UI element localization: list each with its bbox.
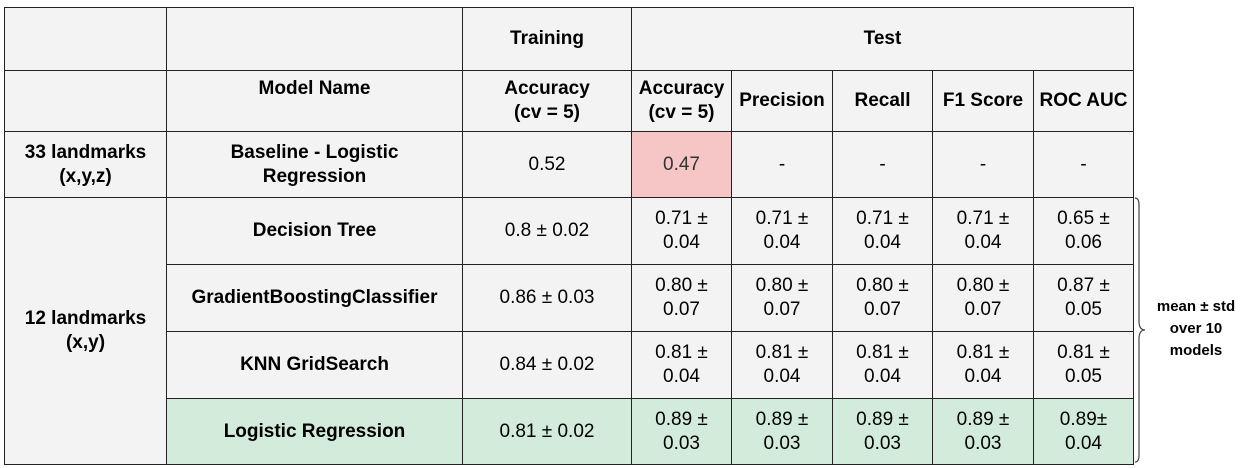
group-33-landmarks-label: 33 landmarks (x,y,z) (24, 141, 147, 187)
train-accuracy-header-label: Accuracy (cv = 5) (504, 78, 590, 123)
test-acc-cell: 0.89 ± 0.03 (631, 398, 732, 465)
recall-value: 0.71 ± 0.04 (856, 208, 909, 253)
recall-cell: 0.80 ± 0.07 (832, 264, 933, 332)
roc-auc-cell: 0.65 ± 0.06 (1033, 197, 1134, 265)
model-cell: KNN GridSearch (166, 331, 463, 399)
train-acc-cell: 0.86 ± 0.03 (462, 264, 632, 332)
training-group-header: Training (462, 7, 632, 71)
table-row-logistic-regression: Logistic Regression 0.81 ± 0.02 0.89 ± 0… (5, 398, 1134, 465)
precision-cell: 0.89 ± 0.03 (731, 398, 833, 465)
empty-group-header-cell (4, 70, 167, 132)
results-table: Training Test Model Name Accuracy (cv = … (4, 7, 1134, 465)
roc-auc-value: 0.89± 0.04 (1059, 408, 1108, 454)
test-acc-value: 0.81 ± 0.04 (655, 342, 708, 387)
f1-header: F1 Score (932, 70, 1034, 132)
test-acc-cell: 0.81 ± 0.04 (631, 331, 732, 399)
f1-value: 0.80 ± 0.07 (956, 275, 1010, 320)
f1-cell: 0.80 ± 0.07 (932, 264, 1034, 332)
train-accuracy-header: Accuracy (cv = 5) (462, 70, 632, 132)
f1-cell: 0.89 ± 0.03 (932, 398, 1034, 465)
test-acc-cell: 0.71 ± 0.04 (631, 197, 732, 265)
precision-value: 0.80 ± 0.07 (755, 275, 809, 320)
precision-cell: 0.80 ± 0.07 (731, 264, 833, 332)
empty-corner-cell (4, 7, 167, 71)
train-acc-cell: 0.8 ± 0.02 (462, 197, 632, 265)
precision-cell: - (731, 131, 833, 198)
roc-auc-cell: 0.89± 0.04 (1033, 398, 1134, 465)
precision-cell: 0.81 ± 0.04 (731, 331, 833, 399)
header-row-columns: Model Name Accuracy (cv = 5) Accuracy (c… (4, 70, 1134, 132)
table-row-knn: KNN GridSearch 0.84 ± 0.02 0.81 ± 0.04 0… (5, 331, 1134, 399)
test-acc-value: 0.71 ± 0.04 (655, 208, 708, 253)
roc-auc-value: 0.65 ± 0.06 (1057, 208, 1110, 253)
recall-cell: - (832, 131, 933, 198)
model-name-label: Baseline - Logistic Regression (230, 141, 399, 187)
recall-value: 0.89 ± 0.03 (856, 408, 909, 454)
table-row-baseline: 33 landmarks (x,y,z) Baseline - Logistic… (4, 131, 1134, 198)
train-acc-cell: 0.84 ± 0.02 (462, 331, 632, 399)
roc-auc-value: 0.87 ± 0.05 (1057, 275, 1110, 320)
precision-value: 0.89 ± 0.03 (755, 408, 809, 454)
roc-auc-cell: 0.81 ± 0.05 (1033, 331, 1134, 399)
curly-brace-icon (1134, 197, 1146, 463)
precision-value: 0.81 ± 0.04 (755, 342, 809, 387)
group-12-landmarks-label: 12 landmarks (x,y) (24, 308, 147, 353)
precision-value: 0.71 ± 0.04 (755, 208, 809, 253)
empty-header-cell (166, 7, 463, 71)
test-acc-value: 0.80 ± 0.07 (655, 275, 708, 320)
test-acc-cell: 0.80 ± 0.07 (631, 264, 732, 332)
table-row-decision-tree: 12 landmarks (x,y) Decision Tree 0.8 ± 0… (4, 197, 1134, 465)
test-group-header: Test (631, 7, 1134, 71)
f1-value: 0.81 ± 0.04 (956, 342, 1010, 387)
summary-note: mean ± std over 10 models (1156, 298, 1236, 359)
recall-cell: 0.89 ± 0.03 (832, 398, 933, 465)
f1-value: 0.71 ± 0.04 (956, 208, 1010, 253)
roc-auc-cell: 0.87 ± 0.05 (1033, 264, 1134, 332)
f1-cell: 0.81 ± 0.04 (932, 331, 1034, 399)
roc-auc-value: 0.81 ± 0.05 (1057, 342, 1110, 387)
model-cell: GradientBoostingClassifier (166, 264, 463, 332)
train-acc-cell: 0.81 ± 0.02 (462, 398, 632, 465)
roc-auc-header: ROC AUC (1033, 70, 1134, 132)
test-acc-cell: 0.47 (631, 131, 732, 198)
model-name-header: Model Name (166, 70, 463, 132)
f1-cell: - (932, 131, 1034, 198)
roc-auc-cell: - (1033, 131, 1134, 198)
recall-value: 0.80 ± 0.07 (856, 275, 909, 320)
f1-value: 0.89 ± 0.03 (956, 408, 1010, 454)
group-12-landmarks: 12 landmarks (x,y) (4, 197, 167, 465)
table-row-gradient-boosting: GradientBoostingClassifier 0.86 ± 0.03 0… (5, 264, 1134, 332)
f1-cell: 0.71 ± 0.04 (932, 197, 1034, 265)
recall-cell: 0.71 ± 0.04 (832, 197, 933, 265)
test-acc-value: 0.89 ± 0.03 (655, 408, 708, 454)
model-cell: Logistic Regression (166, 398, 463, 465)
train-acc-cell: 0.52 (462, 131, 632, 198)
precision-cell: 0.71 ± 0.04 (731, 197, 833, 265)
group-33-landmarks: 33 landmarks (x,y,z) (4, 131, 167, 198)
model-cell: Decision Tree (166, 197, 463, 265)
precision-header: Precision (731, 70, 833, 132)
recall-cell: 0.81 ± 0.04 (832, 331, 933, 399)
test-accuracy-header-label: Accuracy (cv = 5) (638, 78, 725, 123)
recall-value: 0.81 ± 0.04 (856, 342, 909, 387)
test-accuracy-header: Accuracy (cv = 5) (631, 70, 732, 132)
recall-header: Recall (832, 70, 933, 132)
model-cell: Baseline - Logistic Regression (166, 131, 463, 198)
header-row-groups: Training Test (4, 7, 1134, 71)
